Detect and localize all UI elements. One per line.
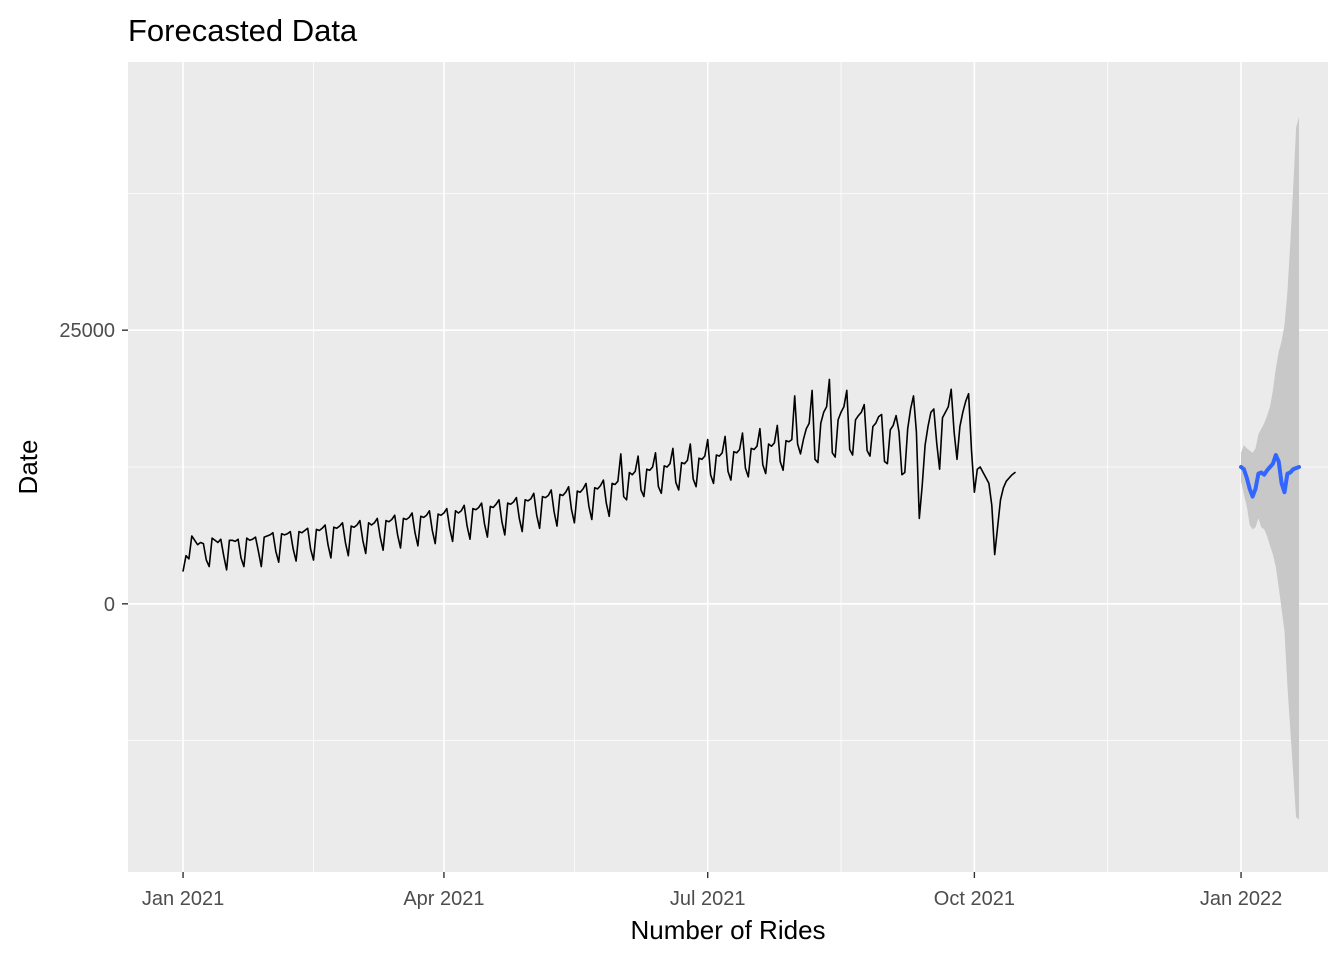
- x-tick-label: Oct 2021: [934, 888, 1015, 910]
- forecast-series-line: [1239, 453, 1301, 499]
- observed-series-line: [182, 378, 1016, 572]
- chart-title: Forecasted Data: [128, 13, 358, 48]
- y-tick-label: 25000: [59, 320, 115, 342]
- x-tick-label: Apr 2021: [403, 888, 484, 910]
- major-gridlines: [128, 62, 1328, 872]
- x-tick-label: Jul 2021: [670, 888, 746, 910]
- x-tick-label: Jan 2022: [1200, 888, 1282, 910]
- y-tick-label: 0: [104, 594, 115, 616]
- x-axis: Jan 2021 Apr 2021 Jul 2021 Oct 2021 Jan 2022: [142, 872, 1282, 910]
- y-axis-title: Date: [13, 440, 43, 495]
- x-tick-label: Jan 2021: [142, 888, 224, 910]
- x-axis-title: Number of Rides: [630, 915, 825, 945]
- series-layer: [182, 378, 1301, 572]
- y-axis: 0 25000: [59, 320, 128, 616]
